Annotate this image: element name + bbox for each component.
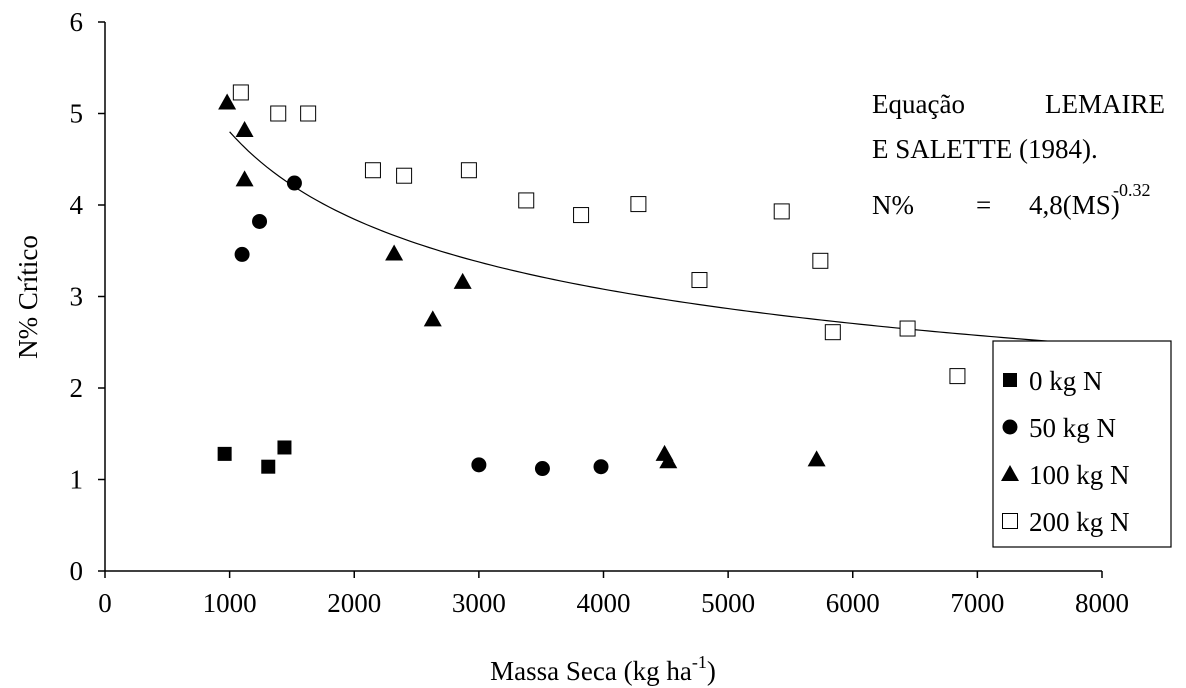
legend-marker-0	[1003, 373, 1017, 387]
x-tick-label: 7000	[950, 588, 1004, 618]
annotation-line3-a: N%	[872, 190, 914, 220]
y-axis-label: N% Crítico	[13, 235, 43, 359]
legend-label-1: 50 kg N	[1029, 413, 1116, 443]
point-series-0	[277, 440, 292, 455]
point-series-3	[300, 105, 317, 122]
annotation-line2: E SALETTE (1984).	[872, 134, 1098, 164]
x-tick-label: 8000	[1075, 588, 1129, 618]
y-ticks: 0 1 2 3 4 5 6	[70, 7, 105, 586]
legend-marker-3	[1002, 513, 1018, 529]
x-tick-label: 1000	[203, 588, 257, 618]
y-tick-label: 5	[70, 99, 84, 129]
point-series-3	[949, 368, 966, 385]
point-series-1	[252, 213, 268, 229]
legend-marker-2	[1001, 465, 1019, 481]
point-series-2	[235, 120, 254, 137]
x-tick-label: 2000	[327, 588, 381, 618]
point-series-1	[471, 457, 487, 473]
point-series-2	[807, 450, 826, 467]
y-tick-label: 6	[70, 7, 84, 37]
point-series-0	[217, 446, 232, 461]
point-series-1	[593, 459, 609, 475]
point-series-3	[773, 203, 790, 220]
point-series-2	[235, 170, 254, 187]
y-tick-label: 2	[70, 373, 84, 403]
legend-marker-1	[1002, 419, 1018, 435]
point-series-3	[518, 192, 535, 209]
annotation-line3-b: =	[976, 190, 991, 220]
y-tick-label: 0	[70, 556, 84, 586]
point-series-1	[286, 175, 302, 191]
annotation-line1-left: Equação	[872, 89, 965, 119]
point-series-3	[364, 162, 381, 179]
legend-label-2: 100 kg N	[1029, 460, 1130, 490]
point-series-3	[232, 84, 249, 101]
x-tick-label: 3000	[452, 588, 506, 618]
y-tick-label: 3	[70, 282, 84, 312]
point-series-2	[453, 272, 472, 289]
point-series-3	[396, 167, 413, 184]
annotation-exponent: -0.32	[1113, 180, 1151, 200]
annotation-line3-c: 4,8(MS)	[1029, 190, 1120, 220]
point-series-1	[534, 461, 550, 477]
y-tick-label: 1	[70, 465, 84, 495]
data-points	[217, 84, 966, 477]
x-axis-label: Massa Seca (kg ha-1)	[490, 652, 716, 686]
point-series-3	[691, 272, 708, 289]
equation-annotation: Equação LEMAIRE E SALETTE (1984). N% = 4…	[872, 89, 1165, 220]
x-tick-label: 4000	[577, 588, 631, 618]
point-series-3	[573, 207, 590, 224]
fit-curve	[229, 131, 1103, 346]
legend-label-3: 200 kg N	[1029, 507, 1130, 537]
point-series-2	[659, 452, 678, 469]
legend-box	[992, 340, 1172, 548]
annotation-line1-right: LEMAIRE	[1045, 89, 1165, 119]
x-tick-label: 0	[98, 588, 112, 618]
point-series-3	[270, 105, 287, 122]
point-series-3	[460, 162, 477, 179]
point-series-2	[218, 93, 237, 110]
point-series-3	[630, 196, 647, 213]
y-tick-label: 4	[70, 190, 84, 220]
point-series-1	[234, 246, 250, 262]
point-series-3	[812, 252, 829, 269]
point-series-2	[423, 310, 442, 327]
point-series-3	[899, 320, 916, 337]
point-series-0	[261, 459, 276, 474]
x-ticks: 0 1000 2000 3000 4000 5000 6000 7000 8000	[98, 571, 1129, 618]
point-series-2	[385, 244, 404, 261]
legend: 0 kg N 50 kg N 100 kg N 200 kg N	[992, 340, 1172, 548]
legend-label-0: 0 kg N	[1029, 366, 1103, 396]
x-tick-label: 5000	[701, 588, 755, 618]
point-series-3	[824, 324, 841, 341]
x-tick-label: 6000	[826, 588, 880, 618]
